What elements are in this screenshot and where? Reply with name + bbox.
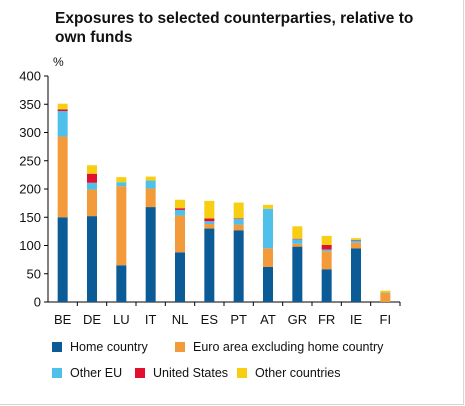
bar-segment-lu-series-1 bbox=[116, 186, 127, 266]
bar-segment-ie-series-2 bbox=[351, 240, 361, 243]
bar-segment-gr-series-2 bbox=[292, 239, 303, 244]
bar-segment-ie-series-3 bbox=[351, 239, 361, 241]
bar-segment-es-series-3 bbox=[204, 218, 215, 222]
y-tick-label: 400 bbox=[19, 69, 41, 84]
legend-label-other-eu: Other EU bbox=[70, 366, 123, 380]
bar-segment-ie-series-4 bbox=[351, 238, 361, 240]
bar-segment-es-series-1 bbox=[204, 224, 215, 229]
bar-segment-fr-series-3 bbox=[321, 244, 332, 250]
bar-segment-it-series-0 bbox=[145, 207, 156, 302]
x-tick-label-de: DE bbox=[83, 312, 101, 327]
bar-segment-pt-series-3 bbox=[233, 218, 244, 219]
y-tick-label: 200 bbox=[19, 182, 41, 197]
bar-segment-nl-series-0 bbox=[175, 252, 185, 302]
y-tick-label: 300 bbox=[19, 125, 41, 140]
bar-segment-ie-series-1 bbox=[351, 242, 361, 249]
x-tick-label-lu: LU bbox=[113, 312, 130, 327]
bar-segment-be-series-0 bbox=[57, 217, 68, 302]
bar-segment-ie-series-0 bbox=[351, 248, 361, 302]
x-tick-label-pt: PT bbox=[230, 312, 247, 327]
legend-item-other-eu: Other EU bbox=[52, 366, 122, 380]
bar-segment-pt-series-2 bbox=[233, 218, 244, 225]
legend-label-home-country: Home country bbox=[70, 340, 148, 354]
x-tick-label-fr: FR bbox=[318, 312, 335, 327]
bar-segment-nl-series-1 bbox=[175, 215, 185, 253]
bar-segment-be-series-4 bbox=[57, 103, 68, 110]
legend-swatch-other-eu bbox=[52, 368, 62, 378]
chart-legend: Home country Euro area excluding home co… bbox=[49, 340, 459, 392]
bar-segment-lu-series-2 bbox=[116, 182, 127, 187]
bar-segment-gr-series-1 bbox=[292, 243, 303, 247]
bar-segment-fr-series-4 bbox=[321, 235, 332, 245]
bar-segment-gr-series-3 bbox=[292, 238, 303, 240]
bar-segment-be-series-2 bbox=[57, 111, 68, 137]
bar-segment-fr-series-2 bbox=[321, 249, 332, 252]
bar-segment-at-series-2 bbox=[263, 208, 273, 249]
bar-segment-gr-series-4 bbox=[292, 226, 303, 239]
bar-segment-fi-series-1 bbox=[380, 292, 391, 302]
bar-segment-at-series-0 bbox=[263, 266, 273, 302]
chart-title: Exposures to selected counterparties, re… bbox=[55, 10, 414, 46]
bar-segment-nl-series-4 bbox=[175, 199, 185, 209]
bar-segment-nl-series-3 bbox=[175, 208, 185, 210]
x-tick-label-it: IT bbox=[145, 312, 157, 327]
bar-segment-fr-series-0 bbox=[321, 269, 332, 302]
bar-segment-es-series-0 bbox=[204, 228, 215, 302]
bar-segment-pt-series-1 bbox=[233, 224, 244, 231]
legend-label-united-states: United States bbox=[153, 366, 229, 380]
legend-row-2: Other EU United States Other countries bbox=[49, 366, 459, 392]
y-tick-label: 350 bbox=[19, 97, 41, 112]
legend-item-euro-area: Euro area excluding home country bbox=[175, 340, 383, 354]
bar-segment-fr-series-1 bbox=[321, 251, 332, 270]
legend-label-other-countries: Other countries bbox=[255, 366, 341, 380]
bar-segment-lu-series-4 bbox=[116, 177, 127, 183]
y-tick-label: 0 bbox=[34, 295, 41, 310]
bar-segment-it-series-4 bbox=[145, 176, 156, 181]
legend-swatch-other-countries bbox=[237, 368, 247, 378]
y-tick-label: 100 bbox=[19, 238, 41, 253]
legend-swatch-home-country bbox=[52, 342, 62, 352]
bar-segment-es-series-4 bbox=[204, 200, 215, 219]
legend-swatch-euro-area bbox=[175, 342, 185, 352]
y-axis-unit-label: % bbox=[53, 55, 64, 69]
bar-segment-it-series-2 bbox=[145, 180, 156, 189]
legend-swatch-united-states bbox=[135, 368, 145, 378]
x-tick-label-nl: NL bbox=[172, 312, 189, 327]
bar-segment-de-series-4 bbox=[87, 165, 97, 174]
legend-item-home-country: Home country bbox=[52, 340, 148, 354]
bar-segment-at-series-1 bbox=[263, 248, 273, 267]
y-tick-label: 250 bbox=[19, 153, 41, 168]
bar-segment-it-series-1 bbox=[145, 188, 156, 208]
bar-segment-nl-series-2 bbox=[175, 209, 185, 216]
legend-item-other-countries: Other countries bbox=[237, 366, 340, 380]
x-tick-label-es: ES bbox=[201, 312, 219, 327]
y-tick-label: 50 bbox=[27, 266, 41, 281]
x-tick-label-fi: FI bbox=[380, 312, 392, 327]
bar-segment-be-series-1 bbox=[57, 136, 68, 218]
bar-segment-pt-series-4 bbox=[233, 202, 244, 219]
x-tick-label-at: AT bbox=[260, 312, 276, 327]
bar-segment-pt-series-0 bbox=[233, 230, 244, 302]
y-tick-label: 150 bbox=[19, 210, 41, 225]
bar-segment-de-series-1 bbox=[87, 189, 97, 217]
bar-segment-de-series-0 bbox=[87, 216, 97, 302]
bar-segment-lu-series-0 bbox=[116, 265, 127, 302]
bar-segment-de-series-3 bbox=[87, 173, 97, 183]
bar-segment-fi-series-4 bbox=[380, 290, 391, 293]
bar-segment-es-series-2 bbox=[204, 221, 215, 225]
legend-label-euro-area: Euro area excluding home country bbox=[193, 340, 384, 354]
bar-segment-de-series-2 bbox=[87, 182, 97, 190]
bar-segment-gr-series-0 bbox=[292, 246, 303, 302]
x-tick-label-ie: IE bbox=[350, 312, 363, 327]
legend-item-united-states: United States bbox=[135, 366, 228, 380]
bar-segment-fi-series-2 bbox=[380, 292, 391, 293]
legend-row-1: Home country Euro area excluding home co… bbox=[49, 340, 459, 366]
x-tick-label-be: BE bbox=[54, 312, 72, 327]
bar-segment-at-series-4 bbox=[263, 204, 273, 209]
x-tick-label-gr: GR bbox=[288, 312, 308, 327]
bar-segment-be-series-3 bbox=[57, 109, 68, 112]
